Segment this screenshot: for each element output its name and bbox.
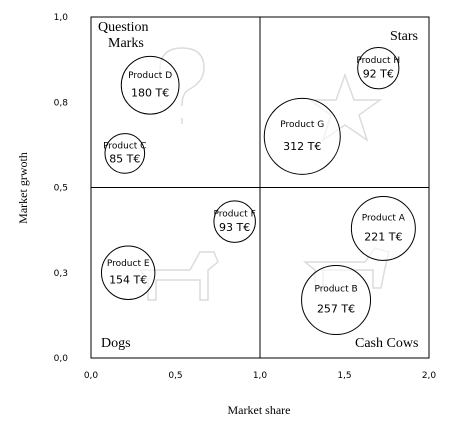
quadrant-label-stars: Stars: [390, 29, 418, 44]
bubble-name-label: Product F: [214, 209, 256, 219]
y-tick-label: 0,3: [54, 269, 68, 279]
bubble-name-label: Product D: [128, 71, 172, 81]
x-tick-label: 1,0: [253, 371, 268, 381]
bubble-name-label: Product G: [280, 120, 324, 130]
bubble-name-label: Product E: [107, 259, 150, 269]
bubble-value-label: 221 T€: [364, 230, 402, 243]
x-tick-label: 0,0: [84, 371, 99, 381]
x-tick-label: 0,5: [168, 371, 182, 381]
bubble-point: [301, 265, 372, 336]
bubble-value-label: 93 T€: [219, 221, 250, 234]
y-tick-label: 0,0: [54, 354, 69, 364]
bubble-point: [357, 47, 400, 90]
quadrant-label-dogs: Dogs: [101, 336, 131, 351]
bubble-name-label: Product H: [356, 56, 400, 66]
y-tick-label: 0,8: [54, 98, 69, 108]
question-mark-icon: [159, 47, 205, 124]
bubble-value-label: 154 T€: [109, 273, 147, 286]
bubble-point: [104, 133, 146, 174]
bubble-point: [213, 200, 256, 243]
x-tick-label: 1,5: [337, 371, 351, 381]
x-tick-label: 2,0: [422, 371, 437, 381]
x-axis-title: Market share: [228, 403, 291, 417]
bubble-point: [120, 55, 180, 115]
bubble-value-label: 85 T€: [109, 152, 140, 165]
bubble-value-label: 312 T€: [283, 140, 321, 153]
quadrant-label-cash-cows: Cash Cows: [355, 336, 418, 351]
bubble-name-label: Product A: [362, 213, 406, 223]
y-axis-title: Market grwoth: [16, 152, 30, 224]
quadrant-label-question-marks: Question Marks: [98, 20, 152, 51]
y-tick-label: 0,5: [54, 184, 68, 194]
quadrant-label-question-marks-line1: Question: [98, 20, 149, 35]
bubble-name-label: Product C: [103, 141, 146, 151]
quadrant-label-question-marks-line2: Marks: [108, 36, 144, 51]
bubble-value-label: 180 T€: [131, 86, 169, 99]
bubble-point: [263, 97, 341, 175]
star-icon: [307, 72, 383, 142]
bubble-value-label: 257 T€: [317, 303, 355, 316]
y-tick-label: 1,0: [54, 13, 69, 23]
bubble-name-label: Product B: [314, 284, 357, 294]
bubble-point: [100, 245, 156, 300]
bubble-value-label: 92 T€: [363, 67, 394, 80]
bubble-point: [350, 195, 416, 261]
dog-icon: [138, 251, 219, 301]
